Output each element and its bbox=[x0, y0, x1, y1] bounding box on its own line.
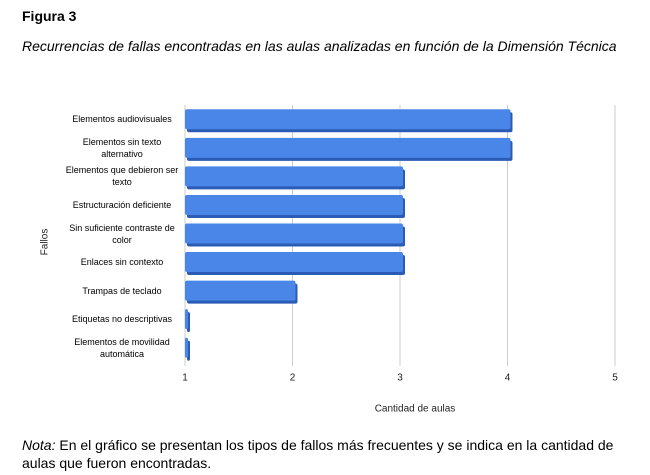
bar bbox=[185, 252, 403, 273]
bar bbox=[185, 109, 511, 130]
x-axis-title: Cantidad de aulas bbox=[375, 404, 456, 415]
y-axis-title: Fallos bbox=[40, 229, 51, 256]
bar bbox=[185, 223, 403, 244]
y-tick-label: Enlaces sin contexto bbox=[80, 257, 164, 268]
bar bbox=[185, 194, 403, 215]
bar bbox=[185, 337, 188, 358]
note-text: En el gráfico se presentan los tipos de … bbox=[22, 437, 614, 471]
figure-label: Figura 3 bbox=[22, 8, 77, 24]
y-tick-label: Estructuración deficiente bbox=[72, 199, 172, 210]
bar bbox=[185, 166, 403, 187]
x-tick-label: 1 bbox=[182, 373, 188, 384]
bar bbox=[185, 309, 188, 330]
y-tick-label: Trampas de teclado bbox=[82, 285, 162, 296]
x-tick-label: 5 bbox=[612, 373, 618, 384]
bar bbox=[185, 137, 511, 158]
caption: Recurrencias de fallas encontradas en la… bbox=[22, 38, 617, 54]
note: Nota: En el gráfico se presentan los tip… bbox=[22, 436, 622, 472]
y-tick-label: Elementos de movilidad automática bbox=[74, 336, 170, 359]
x-tick-label: 3 bbox=[397, 373, 403, 384]
note-label: Nota: bbox=[22, 437, 56, 453]
y-tick-label: Elementos que debieron ser texto bbox=[65, 165, 179, 188]
y-tick-label: Elementos sin texto alternativo bbox=[82, 136, 162, 159]
x-tick-label: 4 bbox=[505, 373, 511, 384]
y-tick-label: Etiquetas no descriptivas bbox=[71, 314, 173, 325]
bar bbox=[185, 280, 296, 301]
y-tick-label: Sin suficiente contraste de color bbox=[69, 222, 175, 245]
x-tick-label: 2 bbox=[290, 373, 296, 384]
y-tick-label: Elementos audiovisuales bbox=[72, 114, 172, 125]
